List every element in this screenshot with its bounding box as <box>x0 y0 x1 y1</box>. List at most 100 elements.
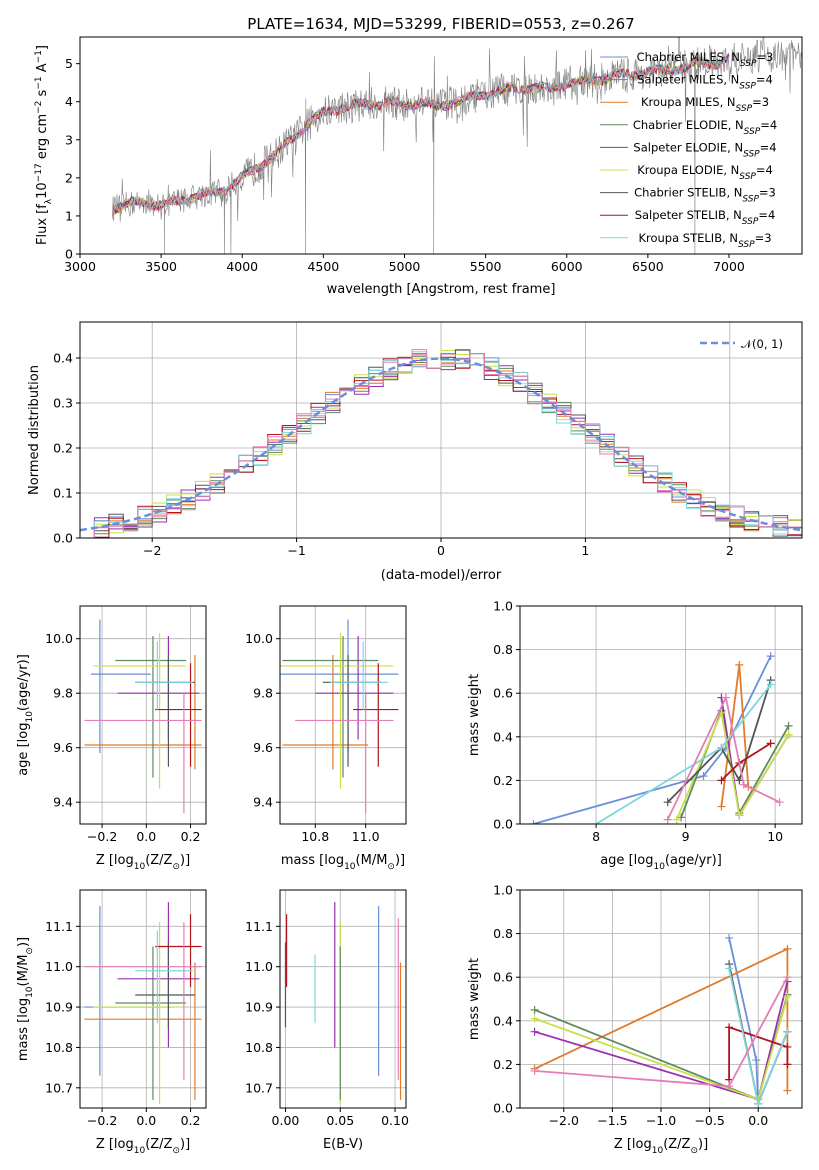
x-axis-label: age [log10(age/yr)] <box>600 853 722 872</box>
legend-entry: Kroupa STELIB, NSSP=3 <box>638 231 771 250</box>
y-tick-label: 11.0 <box>45 959 73 974</box>
x-tick-label: 2 <box>726 543 734 558</box>
y-tick-label: 0.2 <box>493 773 513 788</box>
y-tick-label: 0.8 <box>493 642 513 657</box>
x-tick-label: 4000 <box>226 259 258 274</box>
plot-area <box>84 902 202 1104</box>
marker-darkred <box>725 1023 734 1032</box>
legend-entry: Salpeter ELODIE, NSSP=4 <box>633 140 776 159</box>
x-tick-label: 10.8 <box>301 829 329 844</box>
x-tick-label: 8 <box>592 829 600 844</box>
marker-darkred <box>783 1042 792 1051</box>
y-tick-label: 3 <box>65 132 73 147</box>
y-tick-label: 1.0 <box>493 883 513 898</box>
figure-title: PLATE=1634, MJD=53299, FIBERID=0553, z=0… <box>247 15 634 33</box>
y-tick-label: 0 <box>65 247 73 262</box>
y-tick-label: 10.9 <box>245 1000 273 1015</box>
marker-darkred <box>783 1060 792 1069</box>
legend-entry: Kroupa MILES, NSSP=3 <box>641 95 769 114</box>
x-tick-label: 0.0 <box>748 1113 768 1128</box>
x-tick-label: 0.0 <box>136 829 156 844</box>
y-tick-label: 10.9 <box>45 1000 73 1015</box>
legend-entry: Chabrier STELIB, NSSP=3 <box>634 186 776 205</box>
y-axis-label: age [log10(age/yr)] <box>16 654 35 776</box>
marker-yellowgreen <box>672 815 681 824</box>
y-tick-label: 2 <box>65 170 73 185</box>
y-tick-label: 1 <box>65 208 73 223</box>
x-tick-label: −1 <box>287 543 305 558</box>
y-tick-label: 0.4 <box>53 351 73 366</box>
marker-pink <box>721 693 730 702</box>
marker-green <box>784 721 793 730</box>
y-tick-label: 0.0 <box>493 817 513 832</box>
marker-lightblue <box>754 1099 763 1108</box>
x-tick-label: 7000 <box>713 259 745 274</box>
axes-frame <box>279 605 407 825</box>
y-tick-label: 10.8 <box>45 1040 73 1055</box>
plot-area <box>530 933 792 1108</box>
axes-frame <box>79 605 207 825</box>
model-spectrum-lightblue <box>112 56 730 216</box>
plot-area <box>80 349 802 538</box>
marker-cornflower <box>529 820 538 824</box>
y-tick-label: 0.4 <box>493 1013 513 1028</box>
x-tick-label: −0.2 <box>87 829 117 844</box>
plot-area <box>280 619 399 814</box>
y-tick-label: 9.6 <box>253 740 273 755</box>
mass-z-axes: −0.2 0.0 0.2 10.7 10.8 10.9 11.0 11.1 Z [log10(Z… <box>16 889 207 1156</box>
marker-lightblue <box>766 680 775 689</box>
line-purple <box>720 697 790 818</box>
y-tick-label: 0.6 <box>493 970 513 985</box>
axes-frame <box>279 889 407 1109</box>
plot-area <box>84 619 202 814</box>
marker-cornflower <box>766 652 775 661</box>
y-tick-label: 0.2 <box>53 441 73 456</box>
weight-z-axes: −2.0 −1.5 −1.0 −0.5 0.0 0.0 0.2 0.4 0.6 0.8 1.0 Z [… <box>467 883 803 1156</box>
weight-age-axes: 8 9 10 0.0 0.2 0.4 0.6 0.8 1.0 age [log10(age/yr)… <box>467 599 803 872</box>
marker-pink <box>739 780 748 789</box>
marker-yellowgreen <box>735 811 744 820</box>
x-tick-label: 9 <box>682 829 690 844</box>
marker-lightblue <box>725 964 734 973</box>
histogram-axes: −2 −1 0 1 2 0.0 0.1 0.2 0.3 0.4 𝒩(0, 1) (data-model… <box>27 321 803 583</box>
y-tick-label: 1.0 <box>493 599 513 614</box>
legend-entry: Chabrier MILES, NSSP=3 <box>637 50 774 69</box>
y-tick-label: 0.3 <box>53 396 73 411</box>
model-spectrum-pink <box>112 55 730 216</box>
line-cornflower <box>533 655 772 824</box>
x-tick-label: 0.10 <box>381 1113 409 1128</box>
x-tick-label: 3500 <box>145 259 177 274</box>
y-tick-label: 0.8 <box>493 926 513 941</box>
hist-purple <box>93 358 802 538</box>
x-tick-label: 0.00 <box>272 1113 300 1128</box>
legend-entry: Chabrier ELODIE, NSSP=4 <box>633 118 777 137</box>
x-axis-label: wavelength [Angstrom, rest frame] <box>327 282 556 297</box>
marker-orange <box>717 802 726 811</box>
line-pink <box>666 694 780 820</box>
x-tick-label: 11.0 <box>352 829 380 844</box>
marker-cornflower <box>699 772 708 781</box>
plot-area <box>529 652 793 824</box>
plot-area <box>112 37 802 254</box>
mass-ebv-axes: 0.00 0.05 0.10 10.7 10.8 10.9 11.0 11.1 E(B-V) <box>245 889 409 1152</box>
marker-cornflower <box>752 1056 761 1065</box>
x-tick-label: 5000 <box>389 259 421 274</box>
spectrum-axes: 3000 3500 4000 4500 5000 5500 6000 6500 7000 0 1 2 3… <box>34 36 803 297</box>
marker-yellowgreen <box>784 730 793 739</box>
x-tick-label: 5500 <box>470 259 502 274</box>
line-dimgray <box>667 679 772 803</box>
y-tick-label: 11.0 <box>245 959 273 974</box>
y-tick-label: 11.1 <box>45 919 73 934</box>
x-tick-label: −0.5 <box>694 1113 724 1128</box>
x-tick-label: 6500 <box>632 259 664 274</box>
axes-frame <box>79 36 803 255</box>
x-tick-label: 3000 <box>64 259 96 274</box>
x-tick-label: −2 <box>143 543 161 558</box>
y-tick-label: 0.6 <box>493 686 513 701</box>
marker-pink <box>530 1066 539 1075</box>
marker-darkred <box>766 739 775 748</box>
y-axis-label: mass [log10(M/M⊙)] <box>16 937 35 1061</box>
x-tick-label: 0.0 <box>136 1113 156 1128</box>
marker-pink <box>725 1082 734 1091</box>
x-axis-label: Z [log10(Z/Z⊙)] <box>96 853 190 872</box>
